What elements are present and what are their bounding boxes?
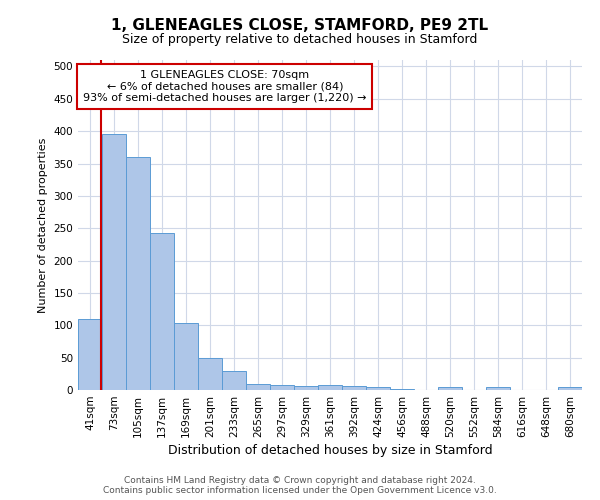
Bar	[270, 386, 294, 390]
Bar	[150, 234, 174, 390]
Bar	[486, 388, 510, 390]
Bar	[222, 370, 246, 390]
Bar	[78, 319, 102, 390]
Text: Size of property relative to detached houses in Stamford: Size of property relative to detached ho…	[122, 32, 478, 46]
Text: 1 GLENEAGLES CLOSE: 70sqm
← 6% of detached houses are smaller (84)
93% of semi-d: 1 GLENEAGLES CLOSE: 70sqm ← 6% of detach…	[83, 70, 367, 103]
X-axis label: Distribution of detached houses by size in Stamford: Distribution of detached houses by size …	[167, 444, 493, 457]
Bar	[174, 322, 198, 390]
Text: Contains HM Land Registry data © Crown copyright and database right 2024.
Contai: Contains HM Land Registry data © Crown c…	[103, 476, 497, 495]
Bar	[198, 358, 222, 390]
Bar	[246, 384, 270, 390]
Bar	[102, 134, 126, 390]
Bar	[126, 157, 150, 390]
Bar	[438, 388, 462, 390]
Text: 1, GLENEAGLES CLOSE, STAMFORD, PE9 2TL: 1, GLENEAGLES CLOSE, STAMFORD, PE9 2TL	[112, 18, 488, 32]
Bar	[342, 386, 366, 390]
Bar	[294, 386, 318, 390]
Bar	[558, 388, 582, 390]
Bar	[366, 387, 390, 390]
Bar	[318, 386, 342, 390]
Y-axis label: Number of detached properties: Number of detached properties	[38, 138, 48, 312]
